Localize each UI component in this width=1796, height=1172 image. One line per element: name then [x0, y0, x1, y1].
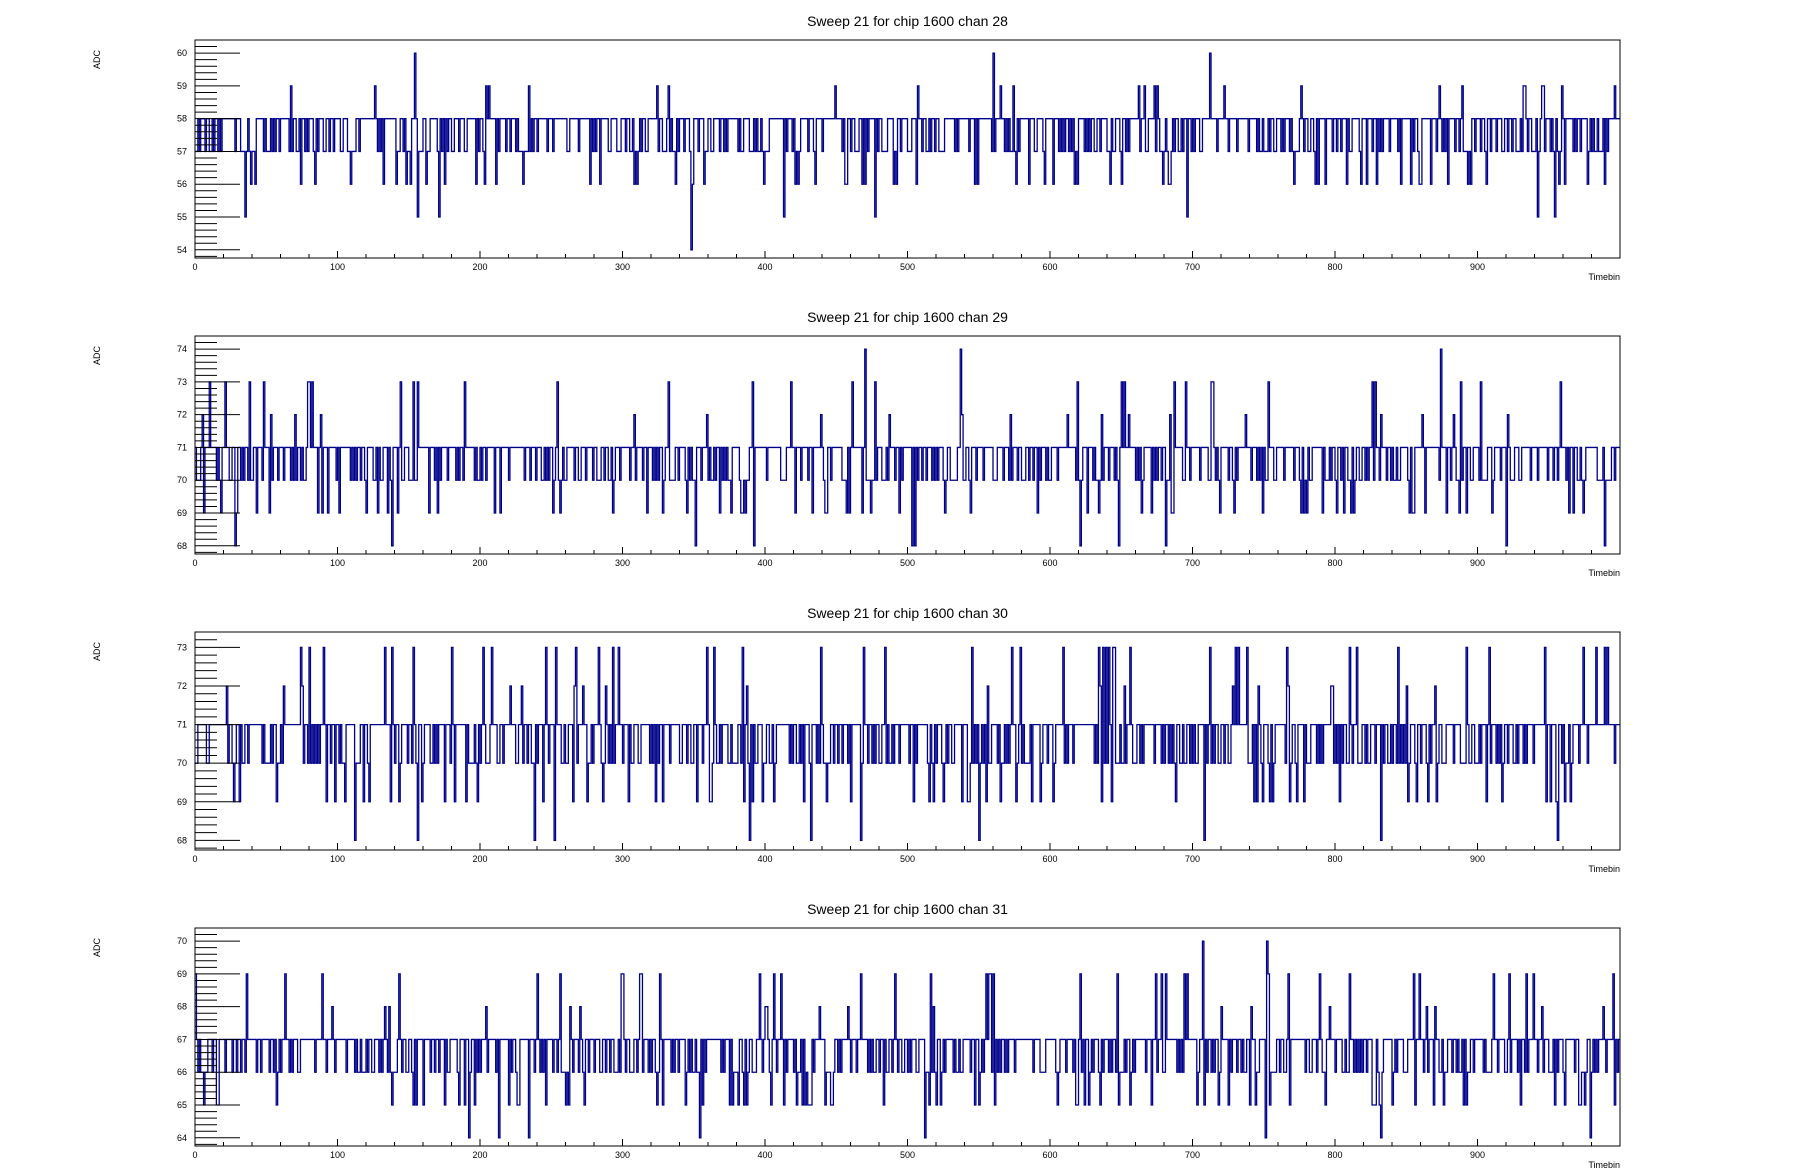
y-tick-label: 73: [177, 642, 187, 652]
x-tick-label: 900: [1470, 1150, 1485, 1160]
x-tick-label: 800: [1327, 558, 1342, 568]
x-tick-label: 800: [1327, 262, 1342, 272]
y-tick-label: 69: [177, 969, 187, 979]
x-tick-label: 300: [615, 558, 630, 568]
series-line: [195, 52, 1620, 251]
x-tick-label: 700: [1185, 262, 1200, 272]
y-tick-label: 74: [177, 344, 187, 354]
series-line: [195, 646, 1620, 841]
x-axis-label: Timebin: [1588, 272, 1620, 282]
y-axis-label: ADC: [92, 642, 102, 662]
x-tick-label: 900: [1470, 558, 1485, 568]
y-tick-label: 67: [177, 1034, 187, 1044]
x-tick-label: 400: [757, 558, 772, 568]
x-tick-label: 600: [1042, 854, 1057, 864]
x-tick-label: 600: [1042, 558, 1057, 568]
x-tick-label: 400: [757, 262, 772, 272]
x-tick-label: 0: [192, 262, 197, 272]
y-tick-label: 70: [177, 475, 187, 485]
x-tick-label: 800: [1327, 1150, 1342, 1160]
x-tick-label: 0: [192, 558, 197, 568]
y-tick-label: 59: [177, 81, 187, 91]
y-tick-label: 66: [177, 1067, 187, 1077]
chart-title: Sweep 21 for chip 1600 chan 29: [807, 309, 1008, 325]
x-tick-label: 500: [900, 854, 915, 864]
chart-pad-3: Sweep 21 for chip 1600 chan 31 64 65 66 67 68…: [92, 901, 1621, 1170]
chart-title: Sweep 21 for chip 1600 chan 30: [807, 605, 1008, 621]
x-tick-label: 100: [330, 262, 345, 272]
x-tick-label: 500: [900, 1150, 915, 1160]
y-tick-label: 58: [177, 114, 187, 124]
y-tick-label: 70: [177, 758, 187, 768]
y-tick-label: 64: [177, 1133, 187, 1143]
y-tick-label: 54: [177, 245, 187, 255]
x-tick-label: 0: [192, 1150, 197, 1160]
y-tick-label: 55: [177, 212, 187, 222]
x-tick-label: 700: [1185, 558, 1200, 568]
y-tick-label: 68: [177, 1002, 187, 1012]
x-tick-label: 900: [1470, 262, 1485, 272]
y-tick-label: 69: [177, 797, 187, 807]
x-tick-label: 100: [330, 558, 345, 568]
y-axis-label: ADC: [92, 938, 102, 958]
y-tick-label: 71: [177, 720, 187, 730]
x-tick-label: 400: [757, 1150, 772, 1160]
y-tick-label: 69: [177, 508, 187, 518]
x-tick-label: 0: [192, 854, 197, 864]
x-tick-label: 800: [1327, 854, 1342, 864]
y-tick-label: 65: [177, 1100, 187, 1110]
y-tick-label: 56: [177, 179, 187, 189]
y-tick-label: 73: [177, 377, 187, 387]
y-axis-label: ADC: [92, 50, 102, 70]
chart-pad-2: Sweep 21 for chip 1600 chan 30 68 69 70 71 72…: [92, 605, 1621, 874]
y-tick-label: 70: [177, 936, 187, 946]
x-tick-label: 300: [615, 854, 630, 864]
x-tick-label: 300: [615, 1150, 630, 1160]
series-line: [195, 348, 1620, 547]
series-line: [195, 940, 1620, 1139]
y-tick-label: 57: [177, 146, 187, 156]
x-tick-label: 100: [330, 854, 345, 864]
x-tick-label: 500: [900, 262, 915, 272]
chart-pad-1: Sweep 21 for chip 1600 chan 29 68 69 70 71 72…: [92, 309, 1621, 578]
y-tick-label: 68: [177, 541, 187, 551]
y-tick-label: 72: [177, 410, 187, 420]
x-tick-label: 300: [615, 262, 630, 272]
x-tick-label: 200: [472, 558, 487, 568]
x-tick-label: 600: [1042, 262, 1057, 272]
chart-title: Sweep 21 for chip 1600 chan 28: [807, 13, 1008, 29]
x-tick-label: 900: [1470, 854, 1485, 864]
x-tick-label: 700: [1185, 854, 1200, 864]
y-tick-label: 72: [177, 681, 187, 691]
x-tick-label: 700: [1185, 1150, 1200, 1160]
x-axis-label: Timebin: [1588, 864, 1620, 874]
y-tick-label: 71: [177, 442, 187, 452]
y-tick-label: 60: [177, 48, 187, 58]
chart-pad-0: Sweep 21 for chip 1600 chan 28 54 55 56 57 58…: [92, 13, 1621, 282]
x-tick-label: 100: [330, 1150, 345, 1160]
x-tick-label: 200: [472, 854, 487, 864]
y-axis-label: ADC: [92, 346, 102, 366]
x-tick-label: 200: [472, 1150, 487, 1160]
chart-title: Sweep 21 for chip 1600 chan 31: [807, 901, 1008, 917]
x-tick-label: 400: [757, 854, 772, 864]
plot-frame: [194, 335, 1621, 555]
x-axis-label: Timebin: [1588, 1160, 1620, 1170]
x-tick-label: 600: [1042, 1150, 1057, 1160]
plot-frame: [194, 927, 1621, 1147]
x-axis-label: Timebin: [1588, 568, 1620, 578]
x-tick-label: 200: [472, 262, 487, 272]
y-tick-label: 68: [177, 835, 187, 845]
x-tick-label: 500: [900, 558, 915, 568]
